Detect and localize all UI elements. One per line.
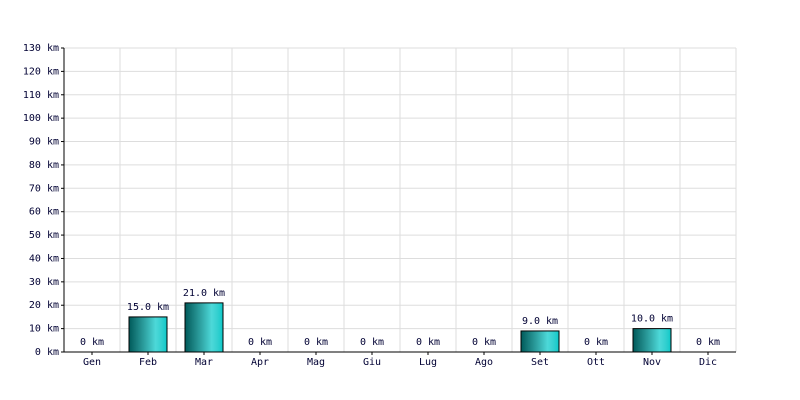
y-tick-label: 130 km	[23, 43, 59, 54]
bar	[632, 328, 672, 353]
x-tick-label: Ott	[587, 357, 605, 368]
value-label: 0 km	[304, 337, 328, 348]
value-label: 0 km	[696, 337, 720, 348]
x-tick-label: Feb	[139, 357, 157, 368]
x-tick-label: Apr	[251, 357, 269, 368]
bar	[520, 330, 560, 353]
x-tick-label: Lug	[419, 357, 437, 368]
x-tick-label: Nov	[643, 357, 661, 368]
value-label: 21.0 km	[183, 288, 225, 299]
y-tick-label: 50 km	[29, 230, 59, 241]
bar	[128, 316, 168, 353]
value-label: 0 km	[80, 337, 104, 348]
y-tick-label: 80 km	[29, 160, 59, 171]
y-tick-label: 110 km	[23, 90, 59, 101]
value-label: 9.0 km	[522, 316, 558, 327]
y-tick-label: 90 km	[29, 137, 59, 148]
y-tick-label: 40 km	[29, 253, 59, 264]
x-tick-label: Mar	[195, 357, 213, 368]
value-label: 0 km	[416, 337, 440, 348]
y-tick-label: 100 km	[23, 113, 59, 124]
bar	[184, 302, 224, 353]
y-tick-label: 70 km	[29, 183, 59, 194]
y-tick-label: 20 km	[29, 300, 59, 311]
value-label: 15.0 km	[127, 302, 169, 313]
x-tick-label: Giu	[363, 357, 381, 368]
y-tick-label: 10 km	[29, 324, 59, 335]
x-tick-label: Gen	[83, 357, 101, 368]
value-label: 0 km	[584, 337, 608, 348]
y-tick-label: 60 km	[29, 207, 59, 218]
y-tick-label: 120 km	[23, 66, 59, 77]
value-label: 0 km	[248, 337, 272, 348]
value-label: 0 km	[472, 337, 496, 348]
y-tick-label: 0 km	[35, 347, 59, 358]
value-label: 0 km	[360, 337, 384, 348]
x-tick-label: Mag	[307, 357, 325, 368]
x-tick-label: Set	[531, 357, 549, 368]
x-tick-label: Ago	[475, 357, 493, 368]
x-tick-label: Dic	[699, 357, 717, 368]
y-tick-label: 30 km	[29, 277, 59, 288]
value-label: 10.0 km	[631, 314, 673, 325]
